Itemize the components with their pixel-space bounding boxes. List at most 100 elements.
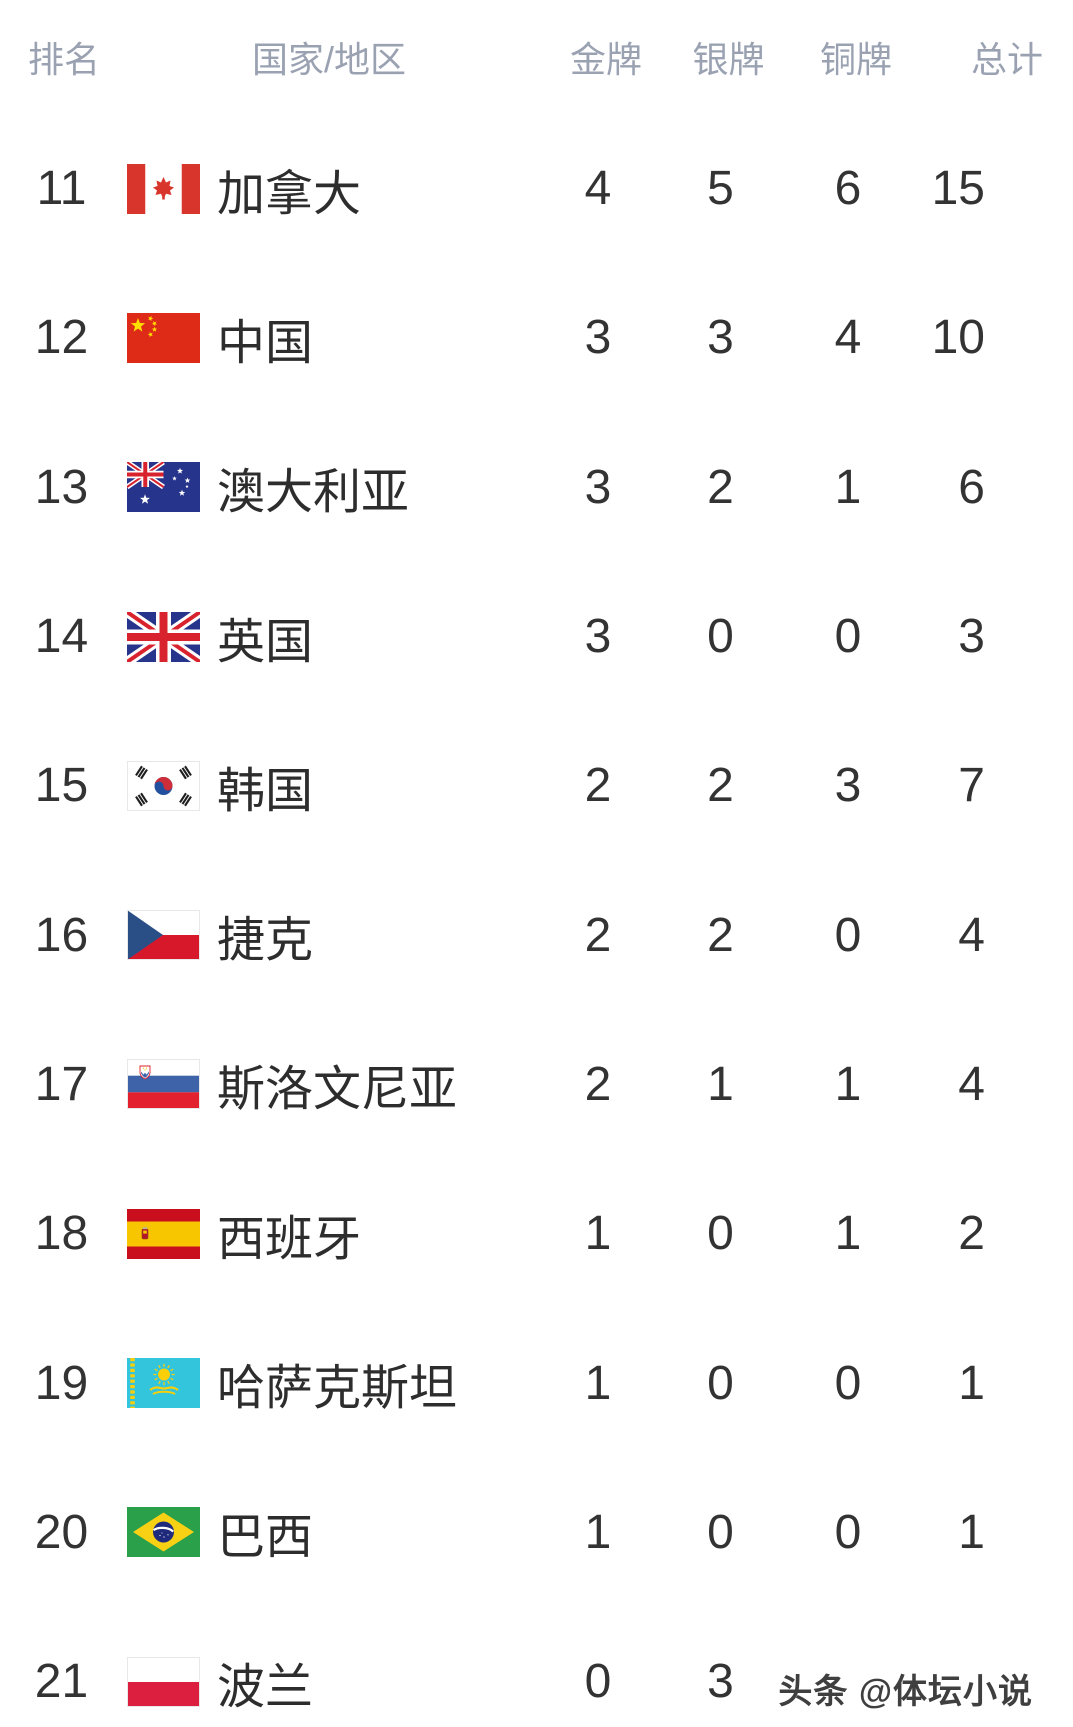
silver-count: 3 <box>707 1655 734 1709</box>
rank-cell: 18 <box>34 1207 89 1261</box>
silver-count: 2 <box>707 759 734 813</box>
country-cell: 波兰 <box>95 1647 538 1717</box>
total-count: 4 <box>958 908 985 962</box>
country-cell: 加拿大 <box>95 154 538 224</box>
country-name: 哈萨克斯坦 <box>217 1362 458 1416</box>
country-cell: 中国 <box>95 303 538 373</box>
bronze-count: 6 <box>834 162 862 216</box>
south-korea-flag-icon <box>127 760 200 811</box>
country-name: 波兰 <box>217 1660 314 1714</box>
total-count: 1 <box>958 1356 985 1410</box>
gold-count: 3 <box>584 610 612 664</box>
table-row[interactable]: 11 加拿大 4 5 6 15 <box>0 114 1073 263</box>
silver-count: 0 <box>707 1207 734 1261</box>
silver-count: 0 <box>707 610 734 664</box>
column-header-silver: 银牌 <box>692 39 765 80</box>
column-header-gold: 金牌 <box>569 39 642 80</box>
bronze-count: 1 <box>834 1207 862 1261</box>
china-flag-icon <box>127 312 200 363</box>
country-name: 英国 <box>217 615 314 669</box>
country-name: 加拿大 <box>217 167 362 221</box>
column-header-total: 总计 <box>970 39 1043 80</box>
country-name: 西班牙 <box>217 1212 362 1266</box>
table-row[interactable]: 18 西班牙 1 0 1 2 <box>0 1159 1073 1308</box>
rank-cell: 16 <box>34 908 89 962</box>
country-name: 捷克 <box>217 914 314 968</box>
kazakhstan-flag-icon <box>127 1358 200 1409</box>
gold-count: 2 <box>584 1057 612 1111</box>
gold-count: 3 <box>584 460 612 514</box>
rank-cell: 13 <box>34 460 89 514</box>
column-header-rank: 排名 <box>28 39 101 80</box>
country-cell: 斯洛文尼亚 <box>95 1049 538 1119</box>
table-row[interactable]: 20 巴西 1 0 0 1 <box>0 1458 1073 1607</box>
country-name: 韩国 <box>217 764 314 818</box>
brazil-flag-icon <box>127 1507 200 1558</box>
table-row[interactable]: 15 韩国 2 2 3 7 <box>0 711 1073 860</box>
total-count: 2 <box>958 1207 985 1261</box>
gold-count: 0 <box>584 1655 612 1709</box>
total-count: 15 <box>931 162 985 216</box>
column-header-bronze: 铜牌 <box>819 39 892 80</box>
gold-count: 1 <box>584 1356 612 1410</box>
country-cell: 英国 <box>95 602 538 672</box>
gold-count: 1 <box>584 1505 612 1559</box>
slovenia-flag-icon <box>127 1059 200 1110</box>
country-name: 斯洛文尼亚 <box>217 1063 458 1117</box>
country-name: 中国 <box>217 316 314 370</box>
bronze-count: 0 <box>834 908 862 962</box>
rank-cell: 15 <box>34 759 89 813</box>
table-row[interactable]: 19 哈萨克斯坦 1 0 0 1 <box>0 1308 1073 1457</box>
rank-cell: 20 <box>34 1505 89 1559</box>
table-row[interactable]: 16 捷克 2 2 0 4 <box>0 860 1073 1009</box>
gold-count: 3 <box>584 311 612 365</box>
total-count: 4 <box>958 1057 985 1111</box>
rank-cell: 14 <box>34 610 89 664</box>
bronze-count: 0 <box>834 610 862 664</box>
total-count: 10 <box>931 311 985 365</box>
czech-flag-icon <box>127 910 200 961</box>
country-cell: 捷克 <box>95 900 538 970</box>
spain-flag-icon <box>127 1208 200 1259</box>
silver-count: 0 <box>707 1356 734 1410</box>
table-header: 排名 国家/地区 金牌 银牌 铜牌 总计 <box>0 0 1073 114</box>
rank-cell: 11 <box>36 162 87 216</box>
table-row[interactable]: 14 英国 3 0 0 3 <box>0 562 1073 711</box>
table-body: 11 加拿大 4 5 6 15 12 中国 3 3 4 10 13 澳大利亚 3 2 1 6 14 英国 3 0 0 3 15 韩… <box>0 114 1073 1727</box>
bronze-count: 1 <box>834 460 862 514</box>
table-row[interactable]: 12 中国 3 3 4 10 <box>0 263 1073 412</box>
silver-count: 3 <box>707 311 734 365</box>
uk-flag-icon <box>127 611 200 662</box>
bronze-count: 4 <box>834 311 862 365</box>
silver-count: 2 <box>707 460 734 514</box>
silver-count: 0 <box>707 1505 734 1559</box>
country-cell: 西班牙 <box>95 1199 538 1269</box>
silver-count: 1 <box>707 1057 734 1111</box>
total-count: 3 <box>958 610 985 664</box>
gold-count: 2 <box>584 908 612 962</box>
country-name: 澳大利亚 <box>217 466 410 520</box>
bronze-count: 0 <box>834 1356 862 1410</box>
table-row[interactable]: 21 波兰 0 3 <box>0 1607 1073 1727</box>
country-cell: 澳大利亚 <box>95 452 538 522</box>
total-count: 1 <box>958 1505 985 1559</box>
rank-cell: 21 <box>34 1655 89 1709</box>
poland-flag-icon <box>127 1656 200 1707</box>
gold-count: 1 <box>584 1207 612 1261</box>
rank-cell: 17 <box>34 1057 89 1111</box>
table-row[interactable]: 13 澳大利亚 3 2 1 6 <box>0 413 1073 562</box>
country-name: 巴西 <box>217 1511 314 1565</box>
silver-count: 5 <box>707 162 734 216</box>
table-row[interactable]: 17 斯洛文尼亚 2 1 1 4 <box>0 1010 1073 1159</box>
country-cell: 哈萨克斯坦 <box>95 1348 538 1418</box>
canada-flag-icon <box>127 163 200 214</box>
rank-cell: 12 <box>34 311 89 365</box>
watermark: 头条 @体坛小说 <box>778 1673 1033 1711</box>
total-count: 7 <box>958 759 985 813</box>
total-count: 6 <box>958 460 985 514</box>
column-header-country: 国家/地区 <box>252 39 407 80</box>
australia-flag-icon <box>127 462 200 513</box>
bronze-count: 0 <box>834 1505 862 1559</box>
gold-count: 4 <box>584 162 612 216</box>
